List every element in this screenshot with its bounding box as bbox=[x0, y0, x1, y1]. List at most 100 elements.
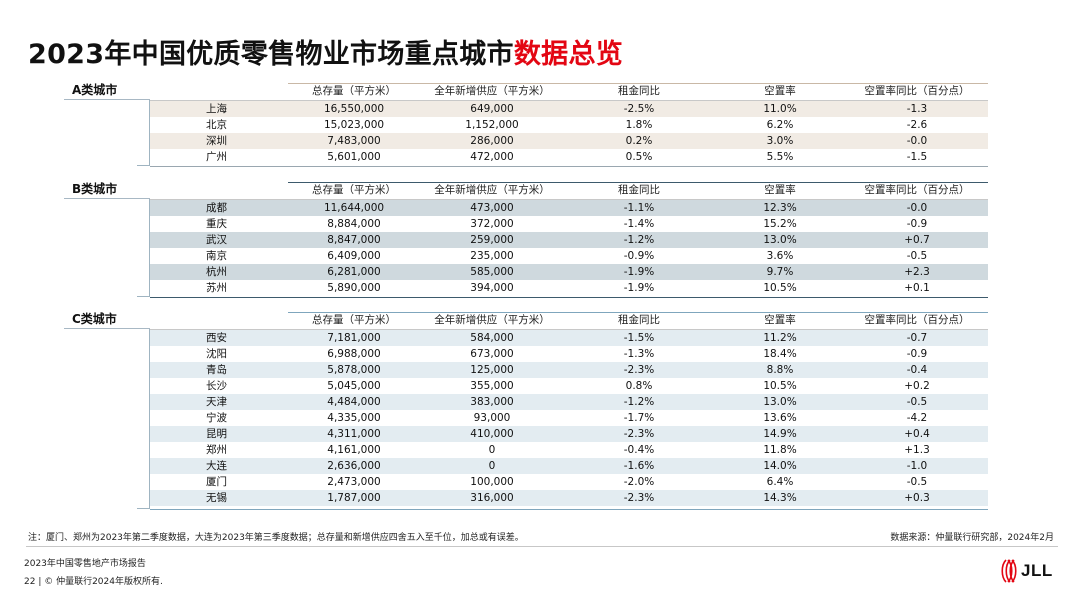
col-city bbox=[150, 84, 288, 101]
supply-cell: 472,000 bbox=[470, 150, 514, 163]
vacancy-cell: 6.2% bbox=[766, 118, 794, 131]
rent-cell: 0.5% bbox=[625, 150, 653, 163]
city-cell: 上海 bbox=[150, 100, 288, 117]
rent-cell: -2.3% bbox=[564, 425, 714, 442]
group-b-body: 成都 11,644,000 473,000 -1.1% 12.3% -0.0 重庆 8,884… bbox=[150, 199, 988, 296]
rent-cell: -2.3% bbox=[564, 489, 714, 506]
group-c-footer-line bbox=[150, 509, 988, 510]
vacancy-cell: 15.2% bbox=[763, 217, 797, 230]
vacancy-change-cell: -0.7 bbox=[846, 329, 988, 346]
table-row: 成都 11,644,000 473,000 -1.1% 12.3% -0.0 bbox=[150, 199, 988, 216]
col-stock: 总存量（平方米） bbox=[288, 183, 420, 200]
table-row: 无锡 1,787,000 316,000 -2.3% 14.3% +0.3 bbox=[150, 489, 988, 506]
logo-text: JLL bbox=[1021, 561, 1053, 580]
vacancy-change-cell: +0.1 bbox=[904, 281, 930, 294]
col-vacancy-change: 空置率同比（百分点） bbox=[846, 313, 988, 330]
stock-cell: 8,847,000 bbox=[288, 231, 420, 248]
table-row: 青岛 5,878,000 125,000 -2.3% 8.8% -0.4 bbox=[150, 361, 988, 378]
vacancy-change-cell: -1.0 bbox=[846, 457, 988, 474]
stock-cell: 15,023,000 bbox=[323, 118, 385, 131]
vacancy-change-cell: +0.7 bbox=[846, 231, 988, 248]
vacancy-cell: 8.8% bbox=[714, 361, 846, 378]
table-row: 大连 2,636,000 0 -1.6% 14.0% -1.0 bbox=[150, 457, 988, 474]
group-a-header-line bbox=[288, 83, 988, 84]
city-cell: 大连 bbox=[150, 457, 288, 474]
col-stock: 总存量（平方米） bbox=[288, 84, 420, 101]
supply-cell: 355,000 bbox=[470, 379, 514, 392]
rent-cell: -1.7% bbox=[623, 411, 655, 424]
table-row: 上海 16,550,000 649,000 -2.5% 11.0% -1.3 bbox=[150, 100, 988, 117]
vacancy-change-cell: +0.3 bbox=[846, 489, 988, 506]
vacancy-cell: 14.3% bbox=[714, 489, 846, 506]
report-name: 2023年中国零售地产市场报告 bbox=[24, 559, 146, 569]
stock-cell: 11,644,000 bbox=[288, 199, 420, 216]
vacancy-cell: 3.0% bbox=[714, 132, 846, 149]
vacancy-cell: 11.8% bbox=[763, 443, 797, 456]
supply-cell: 125,000 bbox=[420, 361, 564, 378]
vacancy-change-cell: -2.6 bbox=[906, 118, 928, 131]
table-row: 厦门 2,473,000 100,000 -2.0% 6.4% -0.5 bbox=[150, 474, 988, 490]
supply-cell: 0 bbox=[488, 443, 496, 456]
rent-cell: -1.1% bbox=[564, 199, 714, 216]
supply-cell: 410,000 bbox=[420, 425, 564, 442]
vacancy-change-cell: -0.9 bbox=[906, 217, 928, 230]
table-row: 深圳 7,483,000 286,000 0.2% 3.0% -0.0 bbox=[150, 132, 988, 149]
city-cell: 西安 bbox=[150, 329, 288, 346]
rent-cell: -1.2% bbox=[564, 231, 714, 248]
stock-cell: 4,161,000 bbox=[327, 443, 381, 456]
city-cell: 青岛 bbox=[150, 361, 288, 378]
supply-cell: 100,000 bbox=[470, 475, 514, 488]
group-b-table: 总存量（平方米） 全年新增供应（平方米） 租金同比 空置率 空置率同比（百分点）… bbox=[150, 183, 988, 296]
group-b-bracket bbox=[137, 199, 150, 297]
col-stock: 总存量（平方米） bbox=[288, 313, 420, 330]
vacancy-cell: 3.6% bbox=[766, 249, 794, 262]
table-row: 西安 7,181,000 584,000 -1.5% 11.2% -0.7 bbox=[150, 329, 988, 346]
table-row: 长沙 5,045,000 355,000 0.8% 10.5% +0.2 bbox=[150, 378, 988, 394]
city-cell: 杭州 bbox=[150, 263, 288, 280]
vacancy-change-cell: -0.5 bbox=[846, 393, 988, 410]
group-label-c: C类城市 bbox=[64, 312, 150, 329]
data-source: 数据来源：仲量联行研究部，2024年2月 bbox=[890, 533, 1054, 543]
col-vacancy: 空置率 bbox=[714, 84, 846, 101]
city-cell: 南京 bbox=[206, 249, 227, 262]
rent-cell: -0.4% bbox=[623, 443, 655, 456]
supply-cell: 673,000 bbox=[470, 347, 514, 360]
vacancy-cell: 9.7% bbox=[714, 263, 846, 280]
supply-cell: 0 bbox=[420, 457, 564, 474]
group-label-b: B类城市 bbox=[64, 182, 150, 199]
table-row: 宁波 4,335,000 93,000 -1.7% 13.6% -4.2 bbox=[150, 410, 988, 426]
city-cell: 长沙 bbox=[206, 379, 227, 392]
group-c-body: 西安 7,181,000 584,000 -1.5% 11.2% -0.7 沈阳 6,988,… bbox=[150, 329, 988, 506]
stock-cell: 6,409,000 bbox=[327, 249, 381, 262]
vacancy-cell: 5.5% bbox=[766, 150, 794, 163]
group-a-footer-line bbox=[150, 166, 988, 167]
footer-divider bbox=[26, 546, 1058, 547]
vacancy-cell: 18.4% bbox=[763, 347, 797, 360]
city-cell: 武汉 bbox=[150, 231, 288, 248]
rent-cell: 0.2% bbox=[564, 132, 714, 149]
col-supply: 全年新增供应（平方米） bbox=[420, 183, 564, 200]
group-a-bracket bbox=[137, 100, 150, 166]
city-cell: 苏州 bbox=[206, 281, 227, 294]
vacancy-change-cell: -0.4 bbox=[846, 361, 988, 378]
stock-cell: 8,884,000 bbox=[327, 217, 381, 230]
vacancy-change-cell: -0.0 bbox=[846, 132, 988, 149]
stock-cell: 6,988,000 bbox=[327, 347, 381, 360]
supply-cell: 585,000 bbox=[420, 263, 564, 280]
rent-cell: -1.6% bbox=[564, 457, 714, 474]
vacancy-cell: 14.9% bbox=[714, 425, 846, 442]
supply-cell: 93,000 bbox=[473, 411, 511, 424]
col-city bbox=[150, 183, 288, 200]
col-supply: 全年新增供应（平方米） bbox=[420, 84, 564, 101]
stock-cell: 6,281,000 bbox=[288, 263, 420, 280]
stock-cell: 4,484,000 bbox=[288, 393, 420, 410]
col-vacancy: 空置率 bbox=[714, 313, 846, 330]
city-cell: 天津 bbox=[150, 393, 288, 410]
vacancy-cell: 11.2% bbox=[714, 329, 846, 346]
rent-cell: -2.0% bbox=[623, 475, 655, 488]
table-row: 杭州 6,281,000 585,000 -1.9% 9.7% +2.3 bbox=[150, 263, 988, 280]
vacancy-change-cell: -1.5 bbox=[906, 150, 928, 163]
rent-cell: -1.4% bbox=[623, 217, 655, 230]
group-label-a: A类城市 bbox=[64, 83, 150, 100]
table-row: 重庆 8,884,000 372,000 -1.4% 15.2% -0.9 bbox=[150, 216, 988, 232]
